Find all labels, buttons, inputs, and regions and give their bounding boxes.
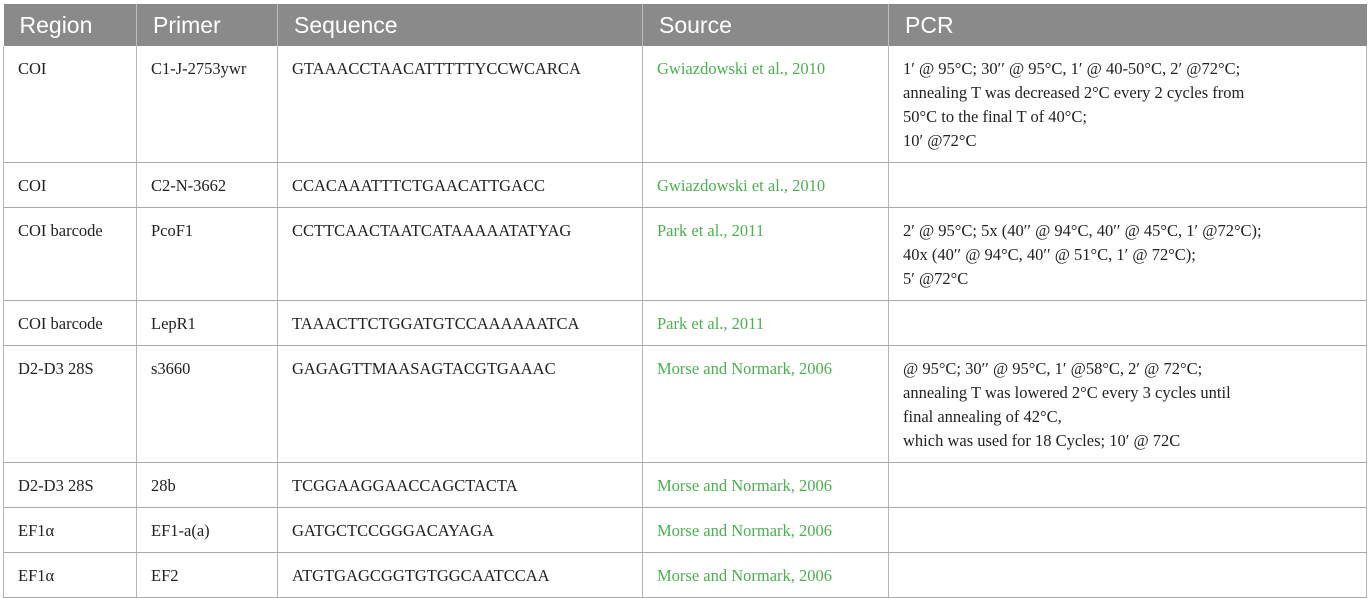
cell-source-link[interactable]: Park et al., 2011 bbox=[642, 300, 889, 346]
cell-region: COI bbox=[3, 46, 137, 163]
cell-primer: C2-N-3662 bbox=[136, 162, 278, 208]
cell-source-link[interactable]: Morse and Normark, 2006 bbox=[642, 345, 889, 463]
cell-sequence: GATGCTCCGGGACAYAGA bbox=[277, 507, 643, 553]
table-row: COI barcode LepR1 TAAACTTCTGGATGTCCAAAAAAT… bbox=[3, 300, 1367, 346]
cell-source-link[interactable]: Morse and Normark, 2006 bbox=[642, 507, 889, 553]
cell-pcr: @ 95°C; 30′′ @ 95°C, 1′ @58°C, 2′ @ 72°C… bbox=[888, 345, 1367, 463]
cell-primer: C1-J-2753ywr bbox=[136, 46, 278, 163]
cell-sequence: CCTTCAACTAATCATAAAAATATYAG bbox=[277, 207, 643, 301]
cell-sequence: GAGAGTTMAASAGTACGTGAAAC bbox=[277, 345, 643, 463]
header-primer: Primer bbox=[136, 4, 278, 46]
cell-region: EF1α bbox=[3, 507, 137, 553]
pcr-line: 10′ @72°C bbox=[903, 131, 977, 150]
cell-source-link[interactable]: Park et al., 2011 bbox=[642, 207, 889, 301]
pcr-line: @ 95°C; 30′′ @ 95°C, 1′ @58°C, 2′ @ 72°C… bbox=[903, 359, 1203, 378]
table-body: COI C1-J-2753ywr GTAAACCTAACATTTTTYCCWCARC… bbox=[3, 46, 1367, 598]
cell-sequence: TAAACTTCTGGATGTCCAAAAAATCA bbox=[277, 300, 643, 346]
table-row: COI barcode PcoF1 CCTTCAACTAATCATAAAAATATY… bbox=[3, 207, 1367, 301]
table-row: D2-D3 28S s3660 GAGAGTTMAASAGTACGTGAAAC Mor… bbox=[3, 345, 1367, 463]
cell-source-link[interactable]: Gwiazdowski et al., 2010 bbox=[642, 162, 889, 208]
cell-sequence: TCGGAAGGAACCAGCTACTA bbox=[277, 462, 643, 508]
cell-region: EF1α bbox=[3, 552, 137, 598]
cell-source-link[interactable]: Gwiazdowski et al., 2010 bbox=[642, 46, 889, 163]
cell-region: D2-D3 28S bbox=[3, 345, 137, 463]
cell-primer: PcoF1 bbox=[136, 207, 278, 301]
cell-region: COI barcode bbox=[3, 300, 137, 346]
table-header-row: Region Primer Sequence Source PCR bbox=[3, 4, 1367, 46]
cell-pcr: 2′ @ 95°C; 5x (40′′ @ 94°C, 40′′ @ 45°C,… bbox=[888, 207, 1367, 301]
cell-primer: EF1-a(a) bbox=[136, 507, 278, 553]
cell-pcr bbox=[888, 300, 1367, 346]
cell-region: COI bbox=[3, 162, 137, 208]
pcr-line: 1′ @ 95°C; 30′′ @ 95°C, 1′ @ 40-50°C, 2′… bbox=[903, 59, 1241, 78]
pcr-line: 2′ @ 95°C; 5x (40′′ @ 94°C, 40′′ @ 45°C,… bbox=[903, 221, 1262, 240]
pcr-line: 50°C to the final T of 40°C; bbox=[903, 107, 1087, 126]
pcr-line: annealing T was decreased 2°C every 2 cy… bbox=[903, 83, 1245, 102]
cell-pcr bbox=[888, 507, 1367, 553]
header-source: Source bbox=[642, 4, 889, 46]
cell-pcr: 1′ @ 95°C; 30′′ @ 95°C, 1′ @ 40-50°C, 2′… bbox=[888, 46, 1367, 163]
cell-sequence: ATGTGAGCGGTGTGGCAATCCAA bbox=[277, 552, 643, 598]
cell-region: COI barcode bbox=[3, 207, 137, 301]
header-region: Region bbox=[3, 4, 137, 46]
cell-primer: s3660 bbox=[136, 345, 278, 463]
header-pcr: PCR bbox=[888, 4, 1367, 46]
cell-pcr bbox=[888, 462, 1367, 508]
cell-pcr bbox=[888, 162, 1367, 208]
table-row: COI C2-N-3662 CCACAAATTTCTGAACATTGACC Gwiaz… bbox=[3, 162, 1367, 208]
header-sequence: Sequence bbox=[277, 4, 643, 46]
primer-table: Region Primer Sequence Source PCR COI C1-… bbox=[3, 4, 1367, 598]
pcr-line: final annealing of 42°C, bbox=[903, 407, 1062, 426]
cell-sequence: GTAAACCTAACATTTTTYCCWCARCA bbox=[277, 46, 643, 163]
table-row: EF1α EF2 ATGTGAGCGGTGTGGCAATCCAA Morse and … bbox=[3, 552, 1367, 598]
cell-sequence: CCACAAATTTCTGAACATTGACC bbox=[277, 162, 643, 208]
cell-primer: 28b bbox=[136, 462, 278, 508]
pcr-line: 40x (40′′ @ 94°C, 40′′ @ 51°C, 1′ @ 72°C… bbox=[903, 245, 1196, 264]
table-row: EF1α EF1-a(a) GATGCTCCGGGACAYAGA Morse and … bbox=[3, 507, 1367, 553]
pcr-line: 5′ @72°C bbox=[903, 269, 969, 288]
pcr-line: annealing T was lowered 2°C every 3 cycl… bbox=[903, 383, 1231, 402]
cell-pcr bbox=[888, 552, 1367, 598]
cell-primer: LepR1 bbox=[136, 300, 278, 346]
cell-source-link[interactable]: Morse and Normark, 2006 bbox=[642, 552, 889, 598]
cell-region: D2-D3 28S bbox=[3, 462, 137, 508]
cell-source-link[interactable]: Morse and Normark, 2006 bbox=[642, 462, 889, 508]
pcr-line: which was used for 18 Cycles; 10′ @ 72C bbox=[903, 431, 1181, 450]
table-row: D2-D3 28S 28b TCGGAAGGAACCAGCTACTA Morse an… bbox=[3, 462, 1367, 508]
table-row: COI C1-J-2753ywr GTAAACCTAACATTTTTYCCWCARC… bbox=[3, 46, 1367, 163]
